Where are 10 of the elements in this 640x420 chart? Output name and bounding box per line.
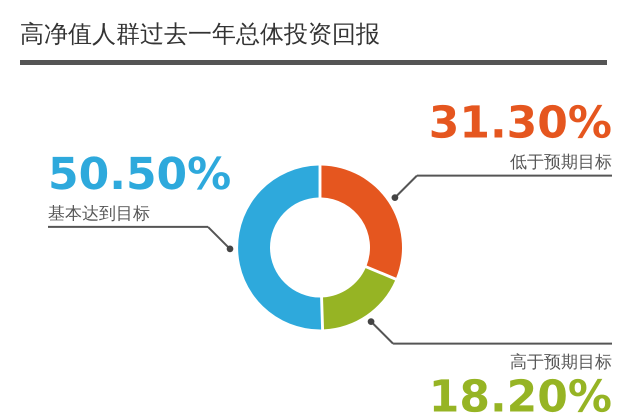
donut-slice — [321, 166, 402, 278]
slice-label: 低于预期目标 — [510, 152, 612, 173]
donut-slice — [238, 166, 322, 330]
data-label: 50.50% — [48, 148, 232, 200]
data-label: 31.30% — [428, 98, 612, 149]
data-label: 18.20% — [428, 372, 612, 420]
slice-label: 基本达到目标 — [48, 204, 150, 224]
chart-title: 高净值人群过去一年总体投资回报 — [20, 20, 380, 48]
donut-slice — [323, 268, 396, 330]
slice-label: 高于预期目标 — [510, 352, 612, 373]
